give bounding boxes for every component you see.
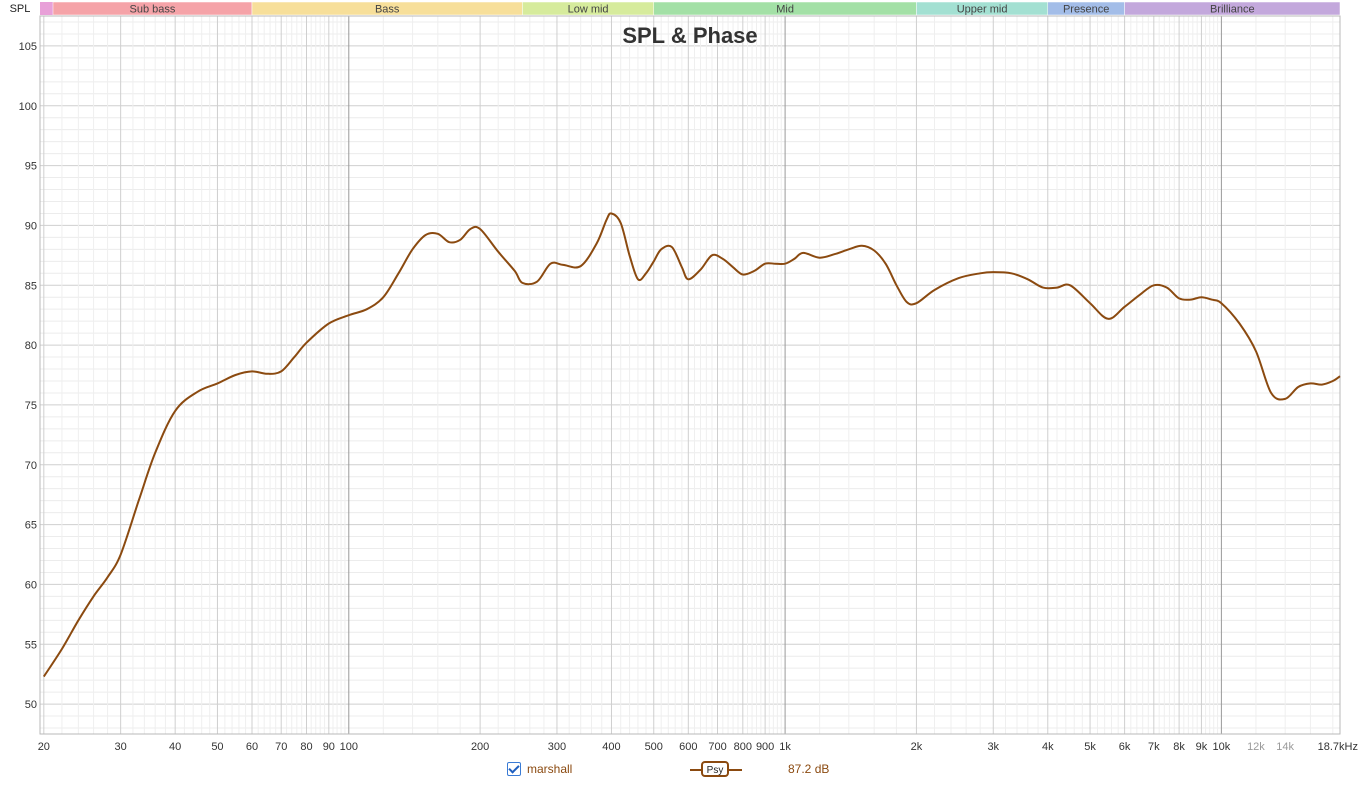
grid [40,16,1340,734]
x-tick-label: 2k [911,741,923,753]
chart-title: SPL & Phase [622,23,757,48]
y-tick-label: 105 [19,41,37,53]
y-tick-label: 55 [25,639,37,651]
band-label: Presence [1063,4,1109,16]
x-tick-label: 300 [548,741,566,753]
x-tick-label: 50 [211,741,223,753]
x-tick-label: 500 [645,741,663,753]
x-tick-label: 30 [115,741,127,753]
x-tick-label: 60 [246,741,258,753]
x-tick-label: 80 [300,741,312,753]
y-tick-label: 90 [25,220,37,232]
smoothing-button[interactable]: Psy [701,761,729,777]
band-label: Bass [375,4,400,16]
series-line-marshall [42,212,1341,678]
y-tick-label: 100 [19,101,37,113]
x-tick-label: 70 [275,741,287,753]
frequency-bands: Sub bass Bass Low mid Mid Upper mid Presence B… [40,1,1341,16]
y-tick-label: 60 [25,579,37,591]
band-label: Upper mid [957,4,1008,16]
x-tick-label: 100 [340,741,358,753]
band-label: Sub bass [130,4,176,16]
x-tick-label: 20 [38,741,50,753]
x-tick-label: 9k [1196,741,1208,753]
band-label: Low mid [568,4,609,16]
x-tick-label: 3k [987,741,999,753]
y-tick-label: 85 [25,280,37,292]
band-brilliance [1124,1,1341,16]
x-tick-label: 900 [756,741,774,753]
legend-checkbox[interactable] [507,762,521,776]
x-tick-label: 12k [1247,741,1265,753]
y-tick-label: 50 [25,699,37,711]
x-tick-label: 700 [708,741,726,753]
x-tick-label: 400 [602,741,620,753]
x-tick-label: 1k [779,741,791,753]
legend-series-name[interactable]: marshall [527,762,573,776]
x-tick-label: 600 [679,741,697,753]
x-tick-label: 40 [169,741,181,753]
x-tick-label: 90 [323,741,335,753]
plot-border [39,15,1341,735]
x-tick-labels: 20 30 40 50 60 70 80 90 100 200 300 400 500 600 700 800… [38,741,1358,753]
x-tick-label: 800 [734,741,752,753]
y-tick-label: 80 [25,340,37,352]
x-tick-label: 14k [1276,741,1294,753]
band-label: Mid [776,4,794,16]
y-tick-label: 65 [25,520,37,532]
x-tick-label: 4k [1042,741,1054,753]
legend-value-readout: 87.2 dB [788,762,830,776]
x-tick-label: 6k [1119,741,1131,753]
legend: marshall Psy 87.2 dB [0,760,1361,782]
plot-area [40,16,1340,734]
x-tick-label: 18.7kHz [1318,741,1358,753]
x-tick-label: 200 [471,741,489,753]
spl-chart: Sub bass Bass Low mid Mid Upper mid Presence B… [10,1,1358,753]
x-tick-label: 7k [1148,741,1160,753]
y-tick-label: 95 [25,161,37,173]
x-tick-label: 10k [1213,741,1231,753]
x-tick-label: 8k [1173,741,1185,753]
band-label: Brilliance [1210,4,1255,16]
band-edge-swatch [40,2,53,15]
y-tick-label: 70 [25,460,37,472]
y-tick-label: 75 [25,400,37,412]
x-tick-label: 5k [1084,741,1096,753]
y-tick-labels: 50 55 60 65 70 75 80 85 90 95 100 105 [19,41,37,711]
series-lines [42,212,1341,678]
y-axis-label: SPL [10,3,31,15]
